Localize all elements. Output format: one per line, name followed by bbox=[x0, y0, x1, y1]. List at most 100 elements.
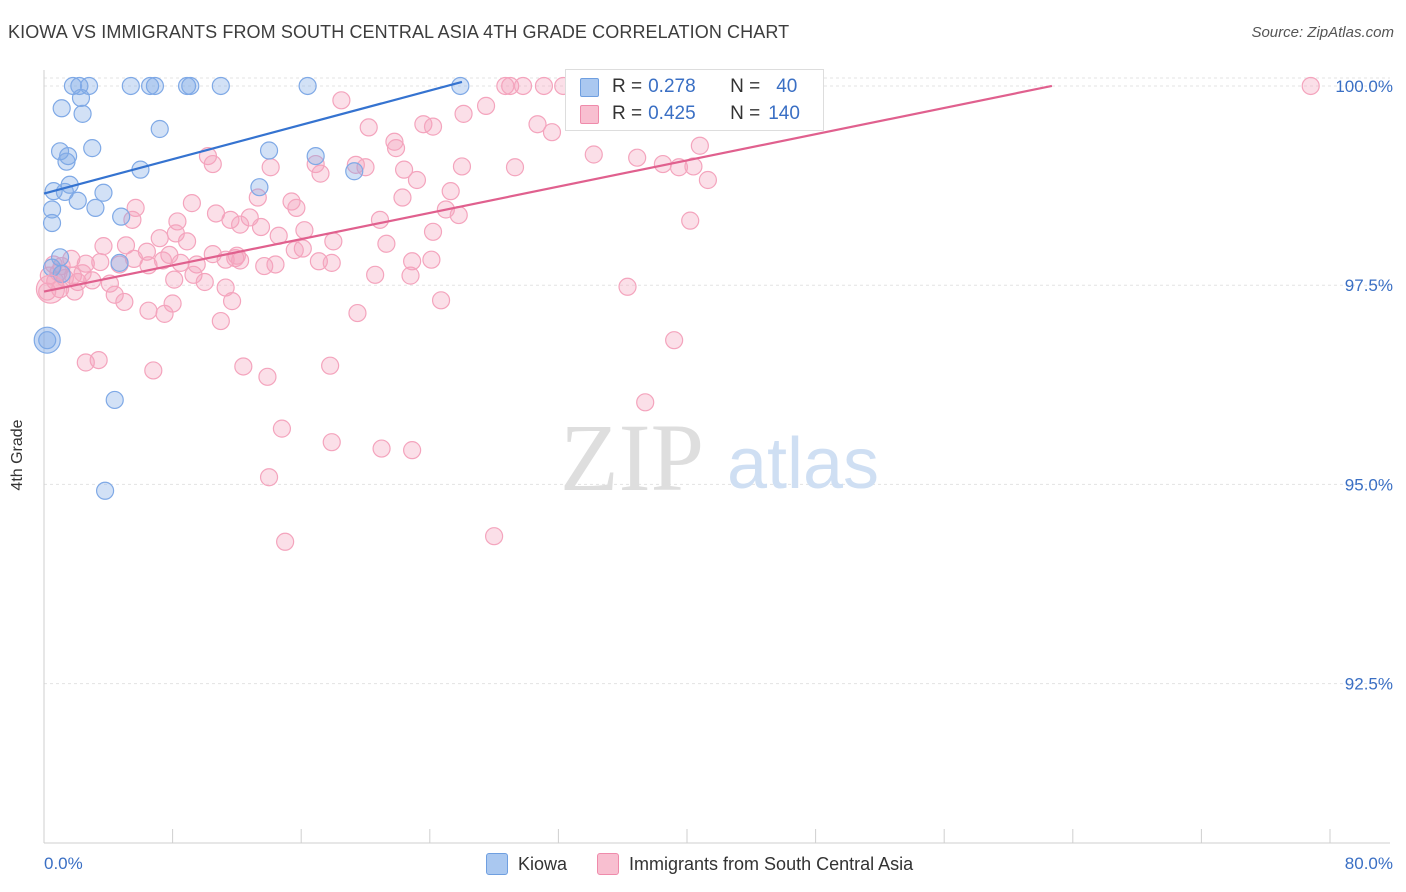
immigrants-point bbox=[476, 96, 496, 115]
immigrants-point bbox=[681, 211, 700, 230]
immigrants-point bbox=[385, 132, 404, 151]
kiowa-point bbox=[68, 191, 87, 210]
legend-item-immigrants[interactable]: Immigrants from South Central Asia bbox=[597, 853, 913, 875]
immigrants-point bbox=[346, 155, 365, 174]
kiowa-point bbox=[86, 198, 105, 217]
immigrants-point bbox=[684, 157, 703, 176]
immigrants-point bbox=[94, 237, 113, 256]
kiowa-point bbox=[52, 264, 71, 284]
kiowa-point bbox=[105, 390, 124, 410]
axes bbox=[43, 70, 1390, 844]
immigrants-point bbox=[126, 198, 145, 217]
tick-labels: 100.0% 97.5% 95.0% 92.5% 0.0% 80.0% bbox=[44, 77, 1393, 873]
immigrants-point bbox=[690, 136, 709, 155]
immigrants-point bbox=[393, 188, 412, 207]
immigrants-point bbox=[485, 527, 504, 546]
immigrants-point bbox=[195, 272, 214, 292]
immigrants-point bbox=[584, 145, 603, 164]
immigrants-point bbox=[618, 277, 637, 296]
immigrants-point bbox=[372, 439, 391, 458]
immigrants-point bbox=[513, 76, 533, 96]
immigrants-point bbox=[321, 356, 340, 375]
kiowa-swatch-icon bbox=[580, 77, 599, 97]
immigrants-point bbox=[423, 222, 443, 241]
kiowa-point bbox=[73, 104, 92, 123]
immigrants-point bbox=[221, 210, 240, 229]
series-legend: Kiowa Immigrants from South Central Asia bbox=[486, 853, 943, 875]
immigrants-point bbox=[258, 367, 277, 386]
immigrants-point bbox=[394, 160, 414, 179]
kiowa-point bbox=[150, 119, 169, 139]
immigrants-point bbox=[534, 76, 554, 96]
kiowa-point bbox=[345, 162, 364, 181]
kiowa-legend-swatch-icon bbox=[486, 853, 508, 875]
r-value: 0.425 bbox=[648, 103, 696, 124]
immigrants-point bbox=[332, 91, 351, 110]
y-tick-label: 100.0% bbox=[1335, 77, 1393, 96]
immigrants-point bbox=[261, 158, 280, 177]
immigrants-point bbox=[311, 164, 330, 183]
n-label: N = bbox=[730, 76, 761, 97]
kiowa-point bbox=[121, 76, 140, 96]
r-label: R = bbox=[612, 76, 643, 97]
n-value: 40 bbox=[776, 76, 798, 97]
immigrants-point bbox=[370, 210, 390, 229]
immigrants-point bbox=[452, 157, 472, 176]
immigrants-point bbox=[115, 292, 134, 312]
kiowa-point bbox=[42, 213, 62, 233]
n-label: N = bbox=[730, 103, 761, 124]
grid-lines bbox=[44, 77, 1390, 685]
immigrants-point bbox=[272, 419, 292, 438]
r-value: 0.278 bbox=[648, 76, 696, 97]
immigrants-swatch-icon bbox=[580, 104, 599, 124]
chart-title: KIOWA VS IMMIGRANTS FROM SOUTH CENTRAL A… bbox=[8, 22, 790, 42]
kiowa-point bbox=[71, 88, 91, 108]
source-label: Source: ZipAtlas.com bbox=[1251, 24, 1394, 41]
immigrants-point bbox=[407, 170, 427, 190]
immigrants-point bbox=[628, 148, 647, 167]
immigrants-point bbox=[251, 217, 271, 237]
immigrants-point bbox=[505, 158, 525, 177]
immigrants-point bbox=[144, 361, 163, 380]
immigrants-point bbox=[184, 265, 203, 284]
immigrants-point bbox=[165, 270, 184, 289]
kiowa-point bbox=[112, 207, 131, 226]
immigrants-point bbox=[431, 291, 451, 310]
immigrants-point bbox=[231, 215, 250, 234]
trend-lines bbox=[43, 80, 1053, 293]
immigrants-point bbox=[423, 117, 443, 136]
immigrants-point bbox=[139, 301, 158, 320]
kiowa-point bbox=[306, 146, 325, 166]
immigrants-point bbox=[501, 76, 520, 96]
stats-row-kiowa: R = 0.278 N = 40 bbox=[580, 72, 797, 102]
immigrants-point bbox=[203, 154, 222, 174]
immigrants-point bbox=[322, 253, 341, 272]
immigrants-point bbox=[528, 115, 547, 134]
kiowa-point bbox=[250, 178, 269, 197]
immigrants-point bbox=[496, 76, 515, 96]
immigrants-point bbox=[636, 393, 655, 412]
immigrants-point bbox=[359, 118, 378, 137]
immigrants-point bbox=[403, 252, 422, 271]
immigrants-point bbox=[322, 433, 341, 452]
immigrants-point bbox=[441, 182, 460, 201]
kiowa-point bbox=[181, 76, 200, 96]
data-points bbox=[33, 76, 1320, 551]
kiowa-point bbox=[42, 258, 62, 277]
immigrants-point bbox=[76, 254, 95, 273]
kiowa-point bbox=[52, 99, 71, 118]
watermark-zip: ZIP bbox=[560, 404, 704, 511]
immigrants-point bbox=[222, 292, 242, 311]
kiowa-point bbox=[451, 76, 470, 96]
kiowa-point bbox=[83, 139, 102, 158]
immigrants-point bbox=[73, 264, 92, 283]
legend-item-kiowa[interactable]: Kiowa bbox=[486, 853, 567, 875]
immigrants-point bbox=[366, 265, 385, 284]
immigrants-point bbox=[231, 251, 250, 270]
x-tick-label: 80.0% bbox=[1345, 854, 1393, 873]
immigrants-point bbox=[153, 251, 173, 270]
immigrants-point bbox=[1301, 76, 1320, 96]
immigrants-point bbox=[386, 139, 406, 158]
immigrants-legend-swatch-icon bbox=[597, 853, 620, 875]
